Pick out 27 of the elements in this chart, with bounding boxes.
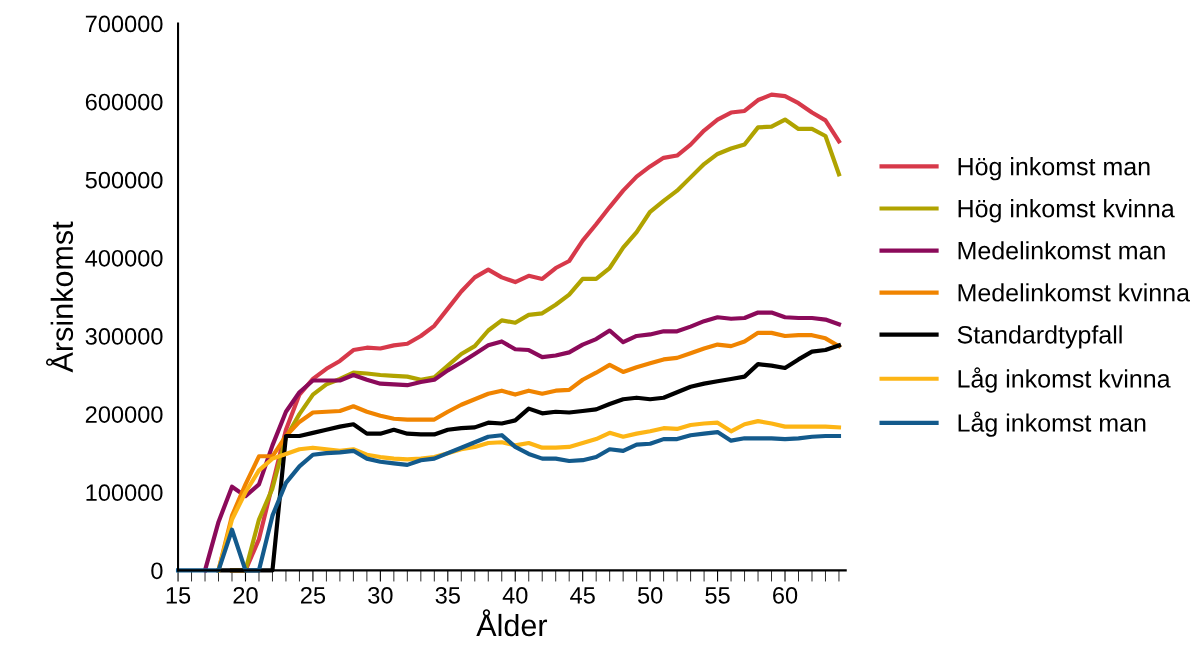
x-tick-label: 20 <box>233 586 258 604</box>
x-tick-label: 40 <box>502 586 528 604</box>
x-tick-label: 25 <box>300 586 326 604</box>
legend-label: Låg inkomst kvinna <box>958 367 1171 393</box>
y-tick-label: 600000 <box>85 93 163 111</box>
y-tick-label: 700000 <box>85 15 163 33</box>
legend-label: Låg inkomst man <box>958 411 1146 437</box>
x-tick-label: 55 <box>705 587 730 604</box>
y-tick-label: 500000 <box>85 171 163 189</box>
y-tick-label: 200000 <box>85 406 163 423</box>
x-tick-label: 45 <box>570 587 595 604</box>
x-axis-title: Ålder <box>476 609 548 637</box>
legend-label: Medelinkomst man <box>958 241 1165 260</box>
x-tick-label: 60 <box>773 586 798 604</box>
y-tick-label: 0 <box>151 562 163 580</box>
legend-label: Hög inkomst kvinna <box>958 199 1175 223</box>
legend-label: Medelinkomst kvinna <box>958 283 1190 302</box>
x-tick-label: 15 <box>166 587 191 604</box>
x-tick-label: 50 <box>637 586 663 604</box>
y-tick-label: 300000 <box>85 328 163 345</box>
y-tick-label: 100000 <box>86 484 163 502</box>
y-axis-title: Årsinkomst <box>46 221 74 373</box>
y-tick-label: 400000 <box>85 249 163 267</box>
legend-label: Hög inkomst man <box>958 157 1150 181</box>
legend-label: Standardtypfall <box>957 325 1122 349</box>
x-tick-label: 35 <box>435 586 460 604</box>
x-tick-label: 30 <box>368 586 393 604</box>
